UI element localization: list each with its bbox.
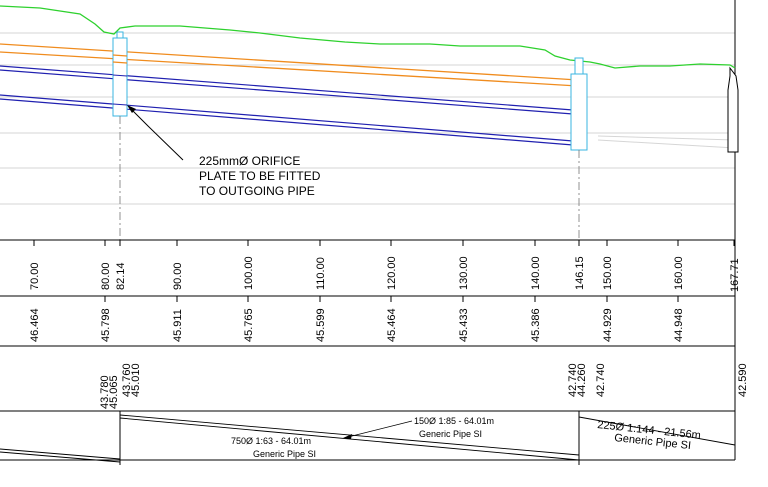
chainage-label: 82.14 [115,262,127,290]
ground-level-label: 45.464 [386,308,398,342]
blue-pipe-line-4 [0,98,574,146]
invert-level-label: 42.740 [567,363,579,397]
chainage-labels: 70.00 80.00 82.14 90.00 100.00 110.00 12… [29,256,741,292]
manhole-3-outline [727,66,739,153]
orange-pipe-line-upper [0,43,579,81]
manhole-2-chamber [570,73,588,151]
invert-level-label: 45.065 [108,375,120,409]
chainage-label: 160.00 [673,256,685,290]
annotation-text-line-2: PLATE TO BE FITTED [199,169,321,183]
orange-pipe-line-lower [0,51,579,87]
chainage-label: 100.00 [243,256,255,290]
blue-pipe-line-3 [0,94,574,142]
ground-level-label: 45.599 [315,308,327,342]
invert-level-label: 43.780 [99,375,111,409]
manhole-2-shaft [574,57,584,75]
grid-line [597,139,736,149]
manhole-1 [112,31,128,117]
pipe-type-lower: Generic Pipe SI [253,449,316,459]
annotation-arrow-head [127,105,136,113]
chainage-label: 120.00 [386,256,398,290]
ground-level-label: 44.929 [602,308,614,342]
chainage-label: 146.15 [574,256,586,290]
grid-line [597,135,736,141]
chainage-label: 70.00 [29,262,41,290]
chainage-ticks [33,240,735,246]
pipe-schematic [0,414,736,463]
ground-level-label: 45.386 [530,308,542,342]
pipe-labels: 150Ø 1:85 - 64.01m Generic Pipe SI 750Ø … [231,416,701,459]
invert-level-label: 44.260 [576,363,588,397]
invert-level-label: 45.010 [130,363,142,397]
ground-level-ticks [104,296,679,302]
chainage-label: 167.71 [729,258,741,292]
ground-level-labels: 46.464 45.798 45.911 45.765 45.599 45.46… [29,308,685,342]
ground-level-label: 45.798 [100,308,112,342]
pipe-label-leader [347,420,413,438]
chainage-label: 80.00 [100,262,112,290]
manhole-1-shaft [116,31,124,39]
annotation-leader-line [129,107,184,161]
chainage-label: 150.00 [602,256,614,290]
invert-level-label: 42.740 [595,363,607,397]
chainage-label: 130.00 [458,256,470,290]
pipe-label-lower: 750Ø 1:63 - 64.01m [231,436,311,446]
chainage-label: 140.00 [530,256,542,290]
blue-pipe-line-1 [0,65,574,111]
ground-profile-line [0,5,736,69]
annotation-text-line-1: 225mmØ ORIFICE [199,154,300,168]
ground-level-label: 45.911 [172,309,184,342]
invert-level-label: 42.590 [737,363,749,397]
pipe-label-arrow [343,434,352,439]
chainage-label: 110.00 [315,257,327,290]
manhole-2 [570,57,588,151]
pipe-label-upper: 150Ø 1:85 - 64.01m [414,416,494,426]
ground-level-label: 46.464 [29,308,41,342]
annotation-text-line-3: TO OUTGOING PIPE [199,184,315,198]
blue-pipe-line-2 [0,69,574,115]
chainage-label: 90.00 [172,262,184,290]
ground-level-label: 44.948 [673,308,685,342]
invert-level-label: 43.760 [121,363,133,397]
pipe-type-upper: Generic Pipe SI [419,429,482,439]
ground-level-label: 45.765 [243,308,255,342]
invert-level-labels: 43.780 45.065 43.760 45.010 42.740 44.26… [99,363,749,409]
ground-level-label: 45.433 [458,308,470,342]
